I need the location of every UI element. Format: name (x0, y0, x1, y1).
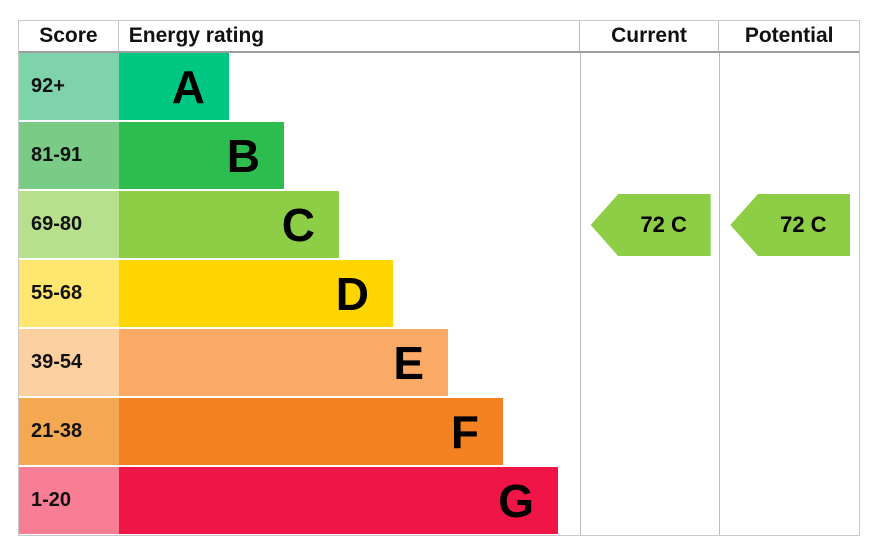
band-row: 69-80 C (19, 191, 580, 258)
band-row: 92+ A (19, 53, 580, 120)
rating-bar: D (119, 260, 393, 327)
current-rating-arrow: 72 C (590, 194, 711, 256)
current-rating-label: 72 C (640, 212, 687, 237)
rating-bar: E (119, 329, 448, 396)
rating-letter: A (171, 60, 205, 113)
score-cell: 39-54 (19, 329, 119, 396)
epc-chart: Score Energy rating Current Potential 92… (18, 20, 860, 536)
header-current: Current (580, 21, 720, 51)
score-cell: 92+ (19, 53, 119, 120)
rating-letter: F (450, 405, 479, 458)
rating-bar: G (119, 467, 558, 534)
rating-bar: A (119, 53, 229, 120)
potential-rating-arrow: 72 C (730, 194, 851, 256)
potential-rating-label: 72 C (780, 212, 827, 237)
band-row: 21-38 F (19, 398, 580, 465)
band-row: 1-20 G (19, 467, 580, 534)
score-cell: 69-80 (19, 191, 119, 258)
header-row: Score Energy rating Current Potential (19, 21, 859, 53)
bands: 92+ A 81-91 B 69-80 C 55-68 D 39-54 E 21… (19, 53, 580, 535)
score-cell: 55-68 (19, 260, 119, 327)
rating-bar: C (119, 191, 339, 258)
header-potential: Potential (744, 24, 834, 47)
band-row: 55-68 D (19, 260, 580, 327)
potential-column: 72 C (719, 53, 859, 535)
score-cell: 1-20 (19, 467, 119, 534)
current-column: 72 C (579, 53, 720, 535)
chart-body: 92+ A 81-91 B 69-80 C 55-68 D 39-54 E 21… (19, 53, 859, 535)
rating-letter: G (498, 474, 534, 527)
rating-letter: E (393, 336, 424, 389)
rating-bar: B (119, 122, 284, 189)
rating-letter: D (335, 267, 369, 320)
band-row: 81-91 B (19, 122, 580, 189)
rating-letter: C (281, 198, 315, 251)
header-energy-rating: Energy rating (119, 21, 580, 51)
header-score: Score (19, 21, 119, 51)
score-cell: 81-91 (19, 122, 119, 189)
rating-bar: F (119, 398, 503, 465)
score-cell: 21-38 (19, 398, 119, 465)
rating-letter: B (226, 129, 260, 182)
band-row: 39-54 E (19, 329, 580, 396)
